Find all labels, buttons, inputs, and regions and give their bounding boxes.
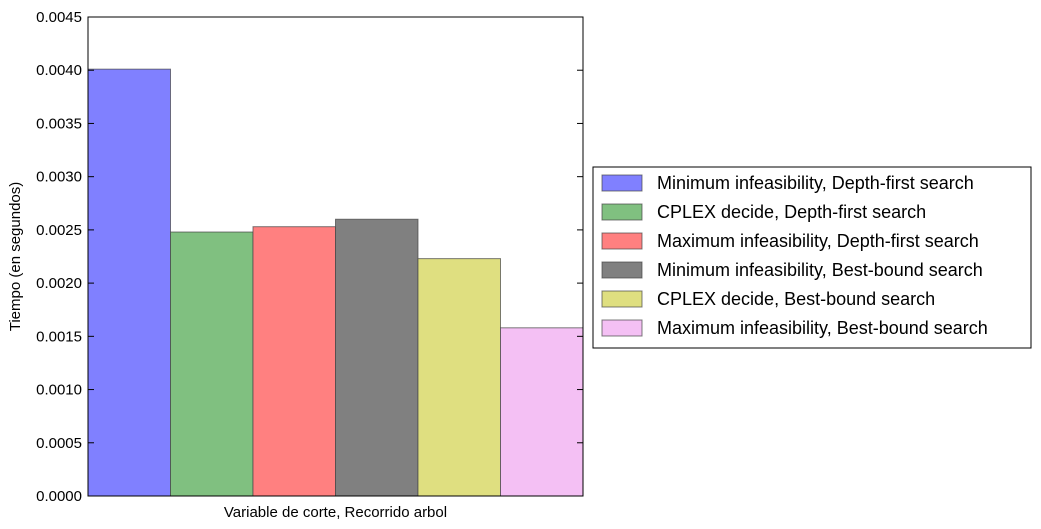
legend-label-5: CPLEX decide, Best-bound search	[657, 289, 935, 309]
y-axis-ticks: 0.0000 0.0005 0.0010 0.0015 0.0020 0.0025 0.00…	[36, 9, 583, 505]
legend-swatch-1	[601, 174, 643, 192]
legend-label-2: CPLEX decide, Depth-first search	[657, 202, 926, 222]
y-tick-label: 0.0000	[36, 488, 82, 505]
y-tick-label: 0.0015	[36, 328, 82, 345]
legend: Minimum infeasibility, Depth-first searc…	[592, 166, 1032, 349]
legend-swatch-3	[601, 232, 643, 250]
legend-box	[592, 166, 1032, 349]
bar-5	[417, 258, 501, 497]
legend-label-4: Minimum infeasibility, Best-bound search	[657, 260, 983, 280]
y-tick-label: 0.0025	[36, 222, 82, 239]
y-tick-label: 0.0030	[36, 169, 82, 186]
legend-swatch-5	[601, 290, 643, 308]
bar-4	[335, 218, 419, 497]
bar-1	[87, 68, 171, 497]
y-tick-label: 0.0020	[36, 275, 82, 292]
legend-swatch-2	[601, 203, 643, 221]
plot-frame	[87, 16, 584, 497]
legend-swatch-4	[601, 261, 643, 279]
y-tick-label: 0.0040	[36, 62, 82, 79]
y-tick-label: 0.0005	[36, 435, 82, 452]
legend-label-3: Maximum infeasibility, Depth-first searc…	[657, 231, 979, 251]
bar-2	[170, 231, 254, 497]
y-tick-label: 0.0010	[36, 382, 82, 399]
bar-6	[500, 327, 584, 497]
x-axis-label: Variable de corte, Recorrido arbol	[224, 504, 447, 521]
legend-label-1: Minimum infeasibility, Depth-first searc…	[657, 173, 974, 193]
y-axis-label: Tiempo (en segundos)	[7, 182, 24, 332]
bar-3	[252, 226, 336, 497]
y-tick-label: 0.0045	[36, 9, 82, 26]
legend-swatch-6	[601, 319, 643, 337]
bars-group	[87, 68, 584, 497]
legend-label-6: Maximum infeasibility, Best-bound search	[657, 318, 988, 338]
y-tick-label: 0.0035	[36, 115, 82, 132]
